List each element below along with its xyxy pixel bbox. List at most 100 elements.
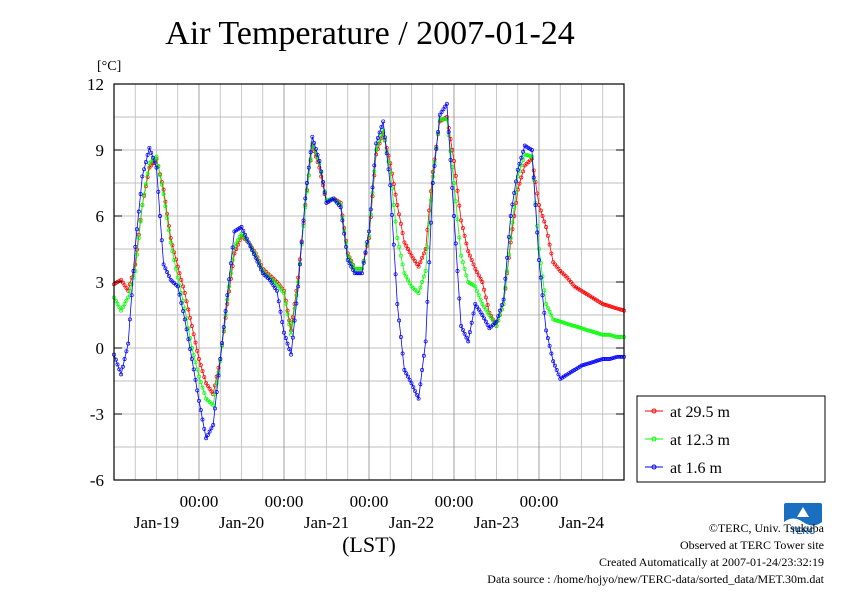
data-point	[506, 234, 511, 239]
data-point	[212, 406, 217, 411]
data-point	[609, 304, 614, 309]
data-point	[429, 220, 433, 225]
data-point	[292, 318, 297, 323]
data-point	[572, 324, 577, 328]
data-point	[413, 388, 417, 393]
data-point	[198, 408, 203, 413]
data-point	[544, 225, 549, 229]
data-point	[179, 300, 184, 305]
y-tick-label: 0	[96, 339, 105, 358]
data-point	[421, 274, 426, 279]
data-point	[227, 277, 232, 282]
data-point	[505, 255, 510, 260]
data-point	[574, 324, 579, 329]
data-point	[416, 291, 421, 295]
data-point	[124, 349, 129, 354]
data-point	[537, 247, 541, 251]
data-point	[459, 324, 464, 328]
data-point	[473, 284, 478, 289]
data-point	[549, 351, 554, 356]
data-point	[577, 325, 582, 330]
data-point	[317, 165, 322, 170]
data-point	[384, 151, 389, 156]
data-point	[510, 227, 515, 232]
data-point	[519, 175, 524, 180]
credit-source: Data source : /home/hojyo/new/TERC-data/…	[487, 572, 824, 586]
data-point	[421, 251, 426, 256]
data-point	[361, 260, 366, 265]
data-point	[398, 221, 403, 226]
data-point	[568, 322, 573, 327]
y-tick-label: 9	[96, 141, 105, 160]
data-point	[478, 310, 483, 315]
data-point	[591, 330, 596, 335]
data-point	[430, 174, 435, 179]
data-point	[367, 233, 371, 238]
data-point	[129, 293, 134, 298]
data-point	[453, 241, 458, 246]
data-point	[485, 303, 490, 308]
data-point	[312, 140, 317, 145]
data-point	[423, 269, 428, 273]
data-point	[135, 227, 139, 232]
data-point	[398, 335, 403, 339]
data-point	[232, 251, 237, 256]
data-point	[129, 282, 134, 287]
data-point	[299, 240, 304, 245]
data-point	[234, 241, 239, 246]
data-point	[402, 240, 407, 245]
data-point	[397, 318, 402, 323]
data-point	[514, 179, 518, 184]
data-point	[444, 117, 449, 122]
data-point	[228, 271, 233, 276]
x-time-tick-label: 00:00	[520, 492, 559, 511]
data-point	[294, 293, 299, 298]
data-point	[482, 304, 487, 309]
data-point	[597, 331, 602, 336]
data-point	[142, 167, 147, 172]
data-point	[475, 288, 479, 293]
data-point	[538, 275, 543, 280]
data-point	[480, 302, 485, 306]
data-point	[483, 319, 488, 324]
data-point	[586, 328, 591, 333]
x-day-tick-label: Jan-21	[304, 513, 349, 532]
data-point	[303, 205, 308, 210]
data-point	[250, 248, 255, 253]
data-point	[551, 359, 556, 364]
data-point	[448, 157, 453, 162]
data-point	[406, 374, 410, 379]
data-point	[181, 309, 186, 314]
data-point	[400, 351, 405, 356]
data-point	[418, 285, 423, 290]
data-point	[588, 360, 593, 365]
data-point	[540, 293, 545, 298]
data-point	[211, 403, 216, 408]
data-point	[591, 359, 596, 364]
data-point	[319, 174, 324, 179]
data-point	[379, 124, 384, 129]
data-point	[460, 226, 465, 231]
data-point	[545, 233, 550, 238]
data-point	[545, 336, 550, 341]
data-point	[510, 220, 515, 225]
data-point	[517, 181, 522, 186]
data-point	[521, 169, 526, 174]
data-point	[205, 432, 210, 437]
data-point	[193, 340, 198, 345]
data-point	[614, 306, 619, 311]
data-point	[168, 240, 173, 245]
data-point	[211, 423, 216, 427]
data-point	[414, 392, 419, 397]
data-point	[117, 367, 122, 372]
data-point	[457, 296, 462, 301]
data-point	[163, 199, 168, 204]
data-point	[444, 101, 449, 106]
data-point	[375, 135, 380, 140]
data-point	[315, 152, 320, 157]
data-point	[452, 181, 456, 185]
data-point	[202, 426, 207, 431]
data-point	[467, 330, 472, 335]
data-point	[175, 284, 180, 289]
data-point	[367, 229, 371, 234]
